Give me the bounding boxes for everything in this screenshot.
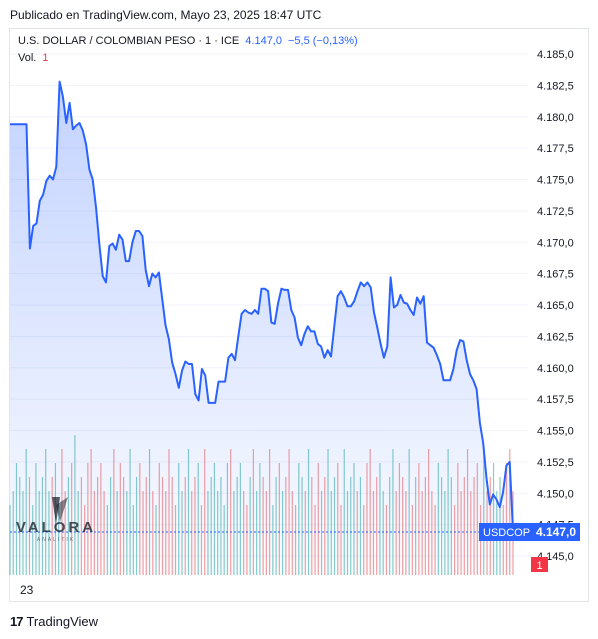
- volume-legend: Vol. 1: [18, 52, 48, 64]
- y-tick-label: 4.152,5: [537, 457, 574, 469]
- volume-tag-value: 1: [536, 560, 542, 572]
- chart-frame: [9, 28, 589, 602]
- tradingview-label: TradingView: [26, 614, 99, 629]
- y-tick-label: 4.170,0: [537, 237, 574, 249]
- y-tick-label: 4.162,5: [537, 331, 574, 343]
- price-area: [10, 81, 513, 575]
- valora-logo-sub: ANALITIK: [37, 537, 75, 543]
- y-tick-label: 4.175,0: [537, 175, 574, 187]
- y-tick-label: 4.182,5: [537, 80, 574, 92]
- published-caption: Publicado en TradingView.com, Mayo 23, 2…: [10, 8, 322, 22]
- valora-logo-text: VALORA: [16, 519, 96, 536]
- volume-label: Vol.: [18, 52, 37, 64]
- symbol-title: U.S. DOLLAR / COLOMBIAN PESO · 1 · ICE: [18, 35, 240, 47]
- y-axis: 4.185,0 4.182,5 4.180,0 4.177,5 4.175,0 4.172…: [537, 49, 574, 563]
- y-tick-label: 4.160,0: [537, 363, 574, 375]
- volume-value: 1: [42, 52, 49, 64]
- legend-change: −5,5 (−0,13%): [287, 35, 358, 47]
- last-price-ticker: USDCOP: [483, 527, 530, 539]
- volume-tag: 1: [531, 557, 548, 572]
- price-line: [10, 80, 514, 531]
- y-tick-label: 4.180,0: [537, 112, 574, 124]
- last-price-value: 4.147,0: [536, 525, 576, 539]
- y-tick-label: 4.177,5: [537, 143, 574, 155]
- y-tick-label: 4.172,5: [537, 206, 574, 218]
- y-tick-label: 4.155,0: [537, 426, 574, 438]
- y-tick-label: 4.157,5: [537, 394, 574, 406]
- legend-price: 4.147,0: [245, 35, 282, 47]
- valora-logo: VALORA ANALITIK: [16, 497, 96, 543]
- x-tick-label: 23: [20, 583, 34, 597]
- y-tick-label: 4.150,0: [537, 488, 574, 500]
- y-tick-label: 4.167,5: [537, 269, 574, 281]
- footer-brand[interactable]: 17 TradingView: [10, 614, 98, 629]
- chart-legend: U.S. DOLLAR / COLOMBIAN PESO · 1 · ICE 4.…: [18, 35, 358, 47]
- tradingview-logo-icon: 17: [10, 614, 24, 629]
- y-tick-label: 4.185,0: [537, 49, 574, 61]
- last-price-tag: USDCOP 4.147,0: [479, 523, 580, 541]
- y-tick-label: 4.165,0: [537, 300, 574, 312]
